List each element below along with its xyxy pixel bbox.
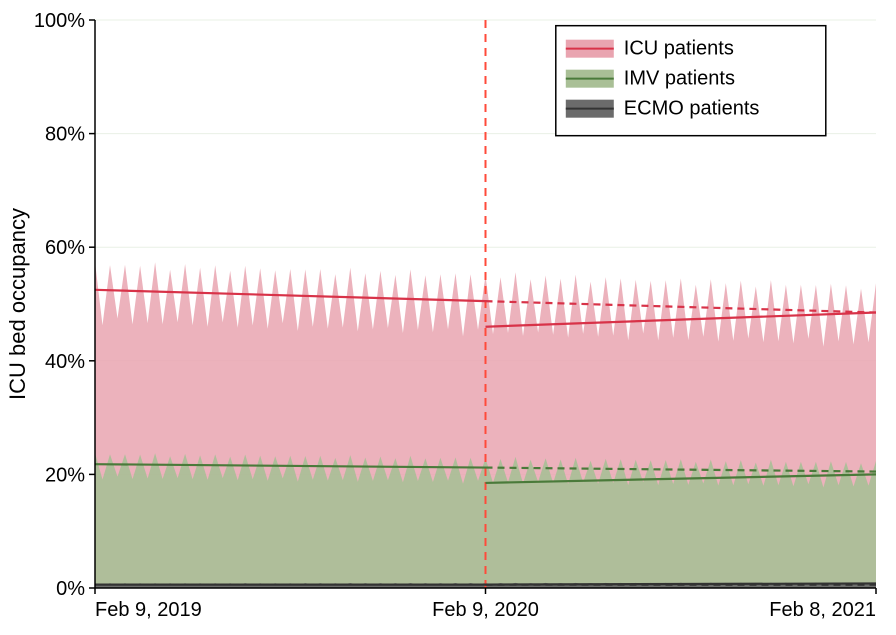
xtick-label: Feb 9, 2020 xyxy=(432,599,539,621)
ytick-label: 60% xyxy=(45,237,85,259)
xtick-label: Feb 8, 2021 xyxy=(769,599,876,621)
ytick-label: 80% xyxy=(45,124,85,146)
ytick-label: 20% xyxy=(45,464,85,486)
legend-label: IMV patients xyxy=(624,68,735,90)
ytick-label: 40% xyxy=(45,351,85,373)
ytick-label: 100% xyxy=(34,10,85,32)
chart-container: 0% 20% 40% 60% 80% 100% Feb 9, 2019 Feb 9, 2020… xyxy=(0,0,896,635)
chart-svg: 0% 20% 40% 60% 80% 100% Feb 9, 2019 Feb 9, 2020… xyxy=(0,0,896,635)
y-axis-label: ICU bed occupancy xyxy=(5,208,30,400)
xtick-label: Feb 9, 2019 xyxy=(95,599,202,621)
legend-label: ICU patients xyxy=(624,38,734,60)
ytick-label: 0% xyxy=(56,578,85,600)
legend-label: ECMO patients xyxy=(624,98,760,120)
